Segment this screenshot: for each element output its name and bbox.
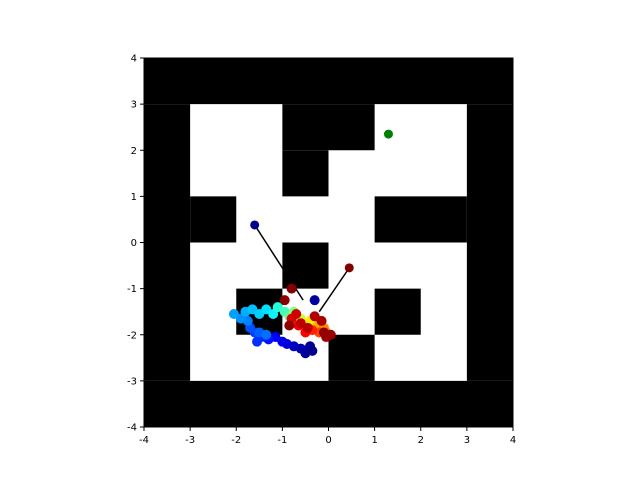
y-tick-label: 3: [131, 100, 137, 111]
trajectory-point: [284, 320, 295, 331]
maze-wall: [282, 242, 329, 289]
maze-wall: [374, 196, 467, 243]
trajectory-point: [261, 329, 272, 340]
trajectory-point: [309, 295, 320, 306]
trajectory-point: [318, 327, 329, 338]
x-axis-ticks: -4 -3 -2 -1 0 1 2 3 4: [139, 427, 516, 446]
y-tick-label: -2: [127, 330, 137, 341]
x-tick-label: 0: [325, 435, 331, 446]
x-tick-label: 2: [418, 435, 424, 446]
y-tick-label: 4: [131, 54, 137, 65]
goal-point: [383, 129, 393, 139]
trajectory-point: [279, 295, 290, 306]
x-tick-label: 4: [510, 435, 516, 446]
maze-walls: [144, 58, 513, 427]
y-tick-label: -1: [127, 284, 137, 295]
maze-wall: [144, 58, 513, 105]
maze-wall: [374, 288, 421, 335]
trajectory-point: [228, 308, 239, 319]
y-axis-ticks: -4 -3 -2 -1 0 1 2 3 4: [127, 54, 144, 434]
start-and-goal-points: [250, 129, 393, 273]
y-tick-label: -4: [127, 423, 137, 434]
y-tick-label: 0: [131, 238, 137, 249]
y-tick-label: -3: [127, 376, 137, 387]
x-tick-label: -2: [231, 435, 241, 446]
maze-wall: [144, 380, 513, 427]
trajectory-point: [302, 322, 313, 333]
maze-wall: [328, 334, 375, 381]
trajectory-point: [286, 283, 297, 294]
x-tick-label: -1: [277, 435, 287, 446]
maze-wall: [466, 104, 513, 381]
y-tick-label: 2: [131, 146, 137, 157]
maze-wall: [190, 196, 237, 243]
maze-wall: [282, 104, 375, 151]
trajectory-point: [291, 308, 302, 319]
x-tick-label: 1: [371, 435, 377, 446]
x-tick-label: -3: [185, 435, 195, 446]
trajectory-point: [316, 315, 327, 326]
trajectory-point: [252, 336, 263, 347]
x-tick-label: -4: [139, 435, 149, 446]
y-tick-label: 1: [131, 192, 137, 203]
maze-wall: [282, 150, 329, 197]
maze-wall: [144, 104, 191, 381]
ray-start-point: [344, 263, 354, 273]
trajectory-ray: [318, 267, 350, 313]
x-tick-label: 3: [464, 435, 470, 446]
trajectory-points: [228, 283, 336, 359]
ray-start-point: [250, 220, 260, 230]
